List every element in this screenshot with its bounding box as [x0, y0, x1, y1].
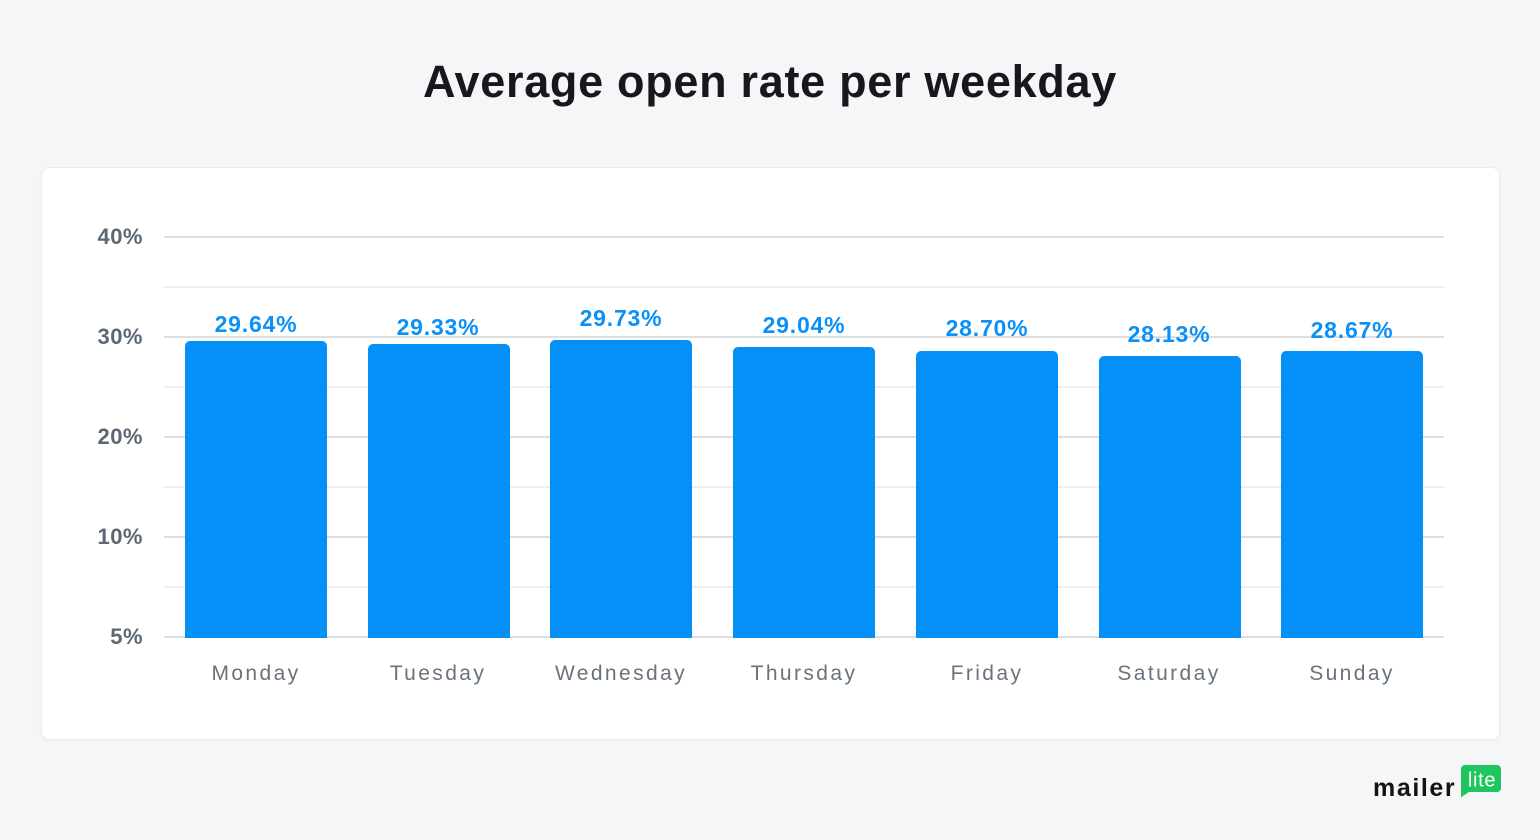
- svg-text:lite: lite: [1468, 770, 1496, 792]
